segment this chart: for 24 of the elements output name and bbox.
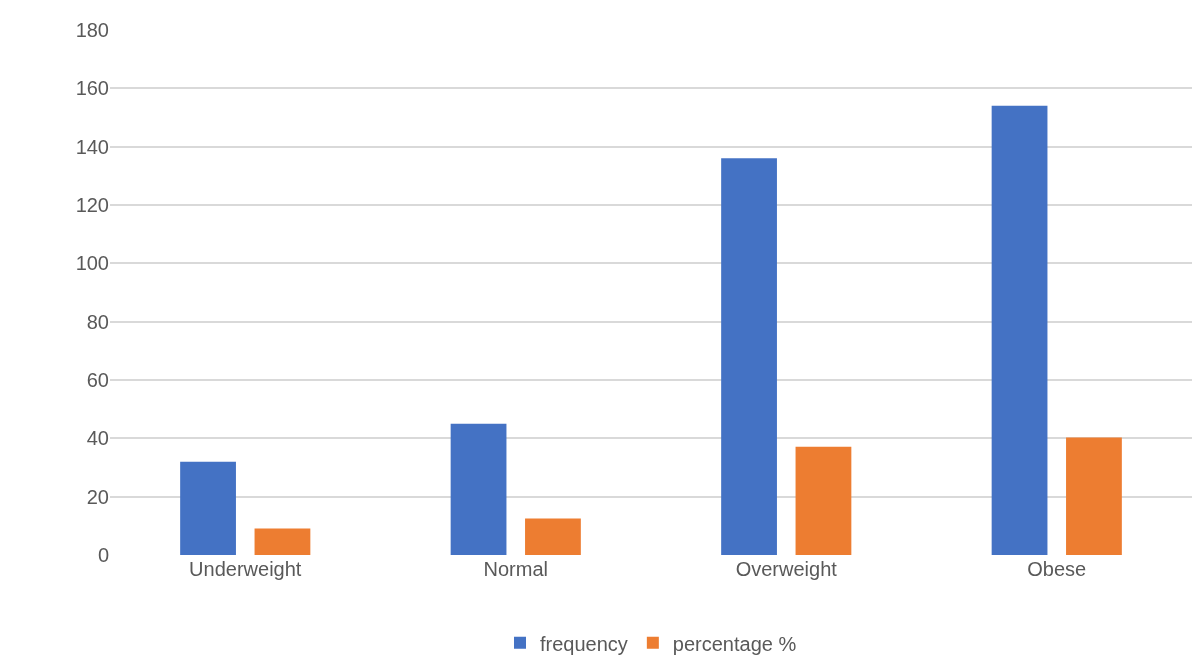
y-tick-label: 140	[75, 135, 109, 158]
bar	[795, 446, 852, 555]
x-tick-label: Obese	[1027, 558, 1087, 580]
y-tick-label: 180	[75, 19, 109, 41]
x-tick-label: Underweight	[189, 558, 302, 580]
y-tick-label: 60	[86, 369, 109, 391]
y-tick-label: 80	[86, 310, 109, 333]
legend-label: percentage %	[672, 632, 797, 655]
y-tick-label: 160	[75, 77, 109, 100]
bar	[180, 461, 236, 555]
bar	[1066, 437, 1122, 555]
y-tick-label: 100	[75, 252, 109, 275]
bar	[254, 528, 311, 555]
bar	[991, 105, 1048, 555]
y-tick-label: 40	[86, 427, 109, 450]
x-tick-label: Overweight	[735, 558, 838, 580]
bar	[525, 518, 581, 555]
y-tick-label: 0	[97, 544, 109, 566]
bar	[721, 158, 777, 555]
y-tick-label: 120	[75, 194, 109, 216]
legend-label: frequency	[540, 632, 628, 655]
y-tick-label: 20	[86, 485, 109, 508]
x-tick-label: Normal	[483, 558, 548, 580]
bar	[450, 423, 507, 555]
